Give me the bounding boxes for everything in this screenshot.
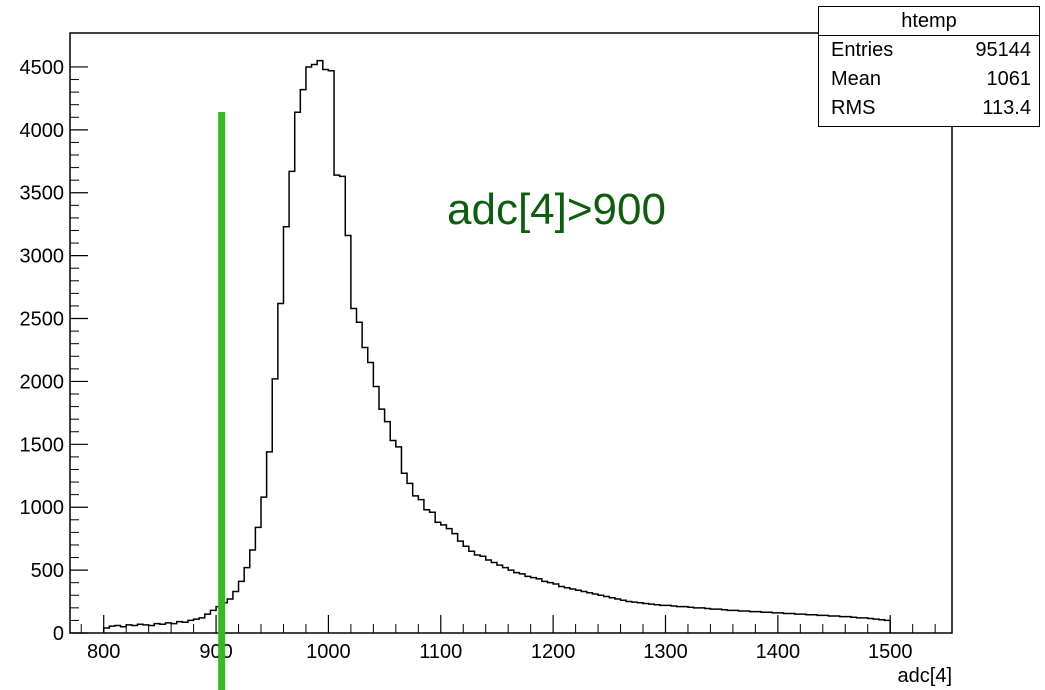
stats-box: htemp Entries 95144 Mean 1061 RMS 113.4 bbox=[818, 6, 1040, 127]
x-axis-title: adc[4] bbox=[898, 665, 952, 687]
histogram-series bbox=[102, 59, 891, 633]
plot-frame bbox=[69, 32, 953, 634]
x-tick-label: 1300 bbox=[643, 641, 688, 663]
y-tick-label: 4500 bbox=[20, 57, 65, 79]
y-tick-label: 1000 bbox=[20, 497, 65, 519]
stats-label: RMS bbox=[831, 97, 876, 119]
x-tick-label: 1500 bbox=[868, 641, 913, 663]
stats-value: 1061 bbox=[986, 68, 1032, 90]
stats-value: 113.4 bbox=[982, 97, 1031, 119]
x-axis: 800 900 1000 1100 1200 1300 1400 1500 bbox=[80, 615, 936, 663]
x-tick-label: 1000 bbox=[306, 641, 351, 663]
stats-value: 95144 bbox=[975, 39, 1031, 61]
stats-row-mean: Mean 1061 bbox=[819, 65, 1039, 94]
y-tick-label: 4000 bbox=[20, 120, 65, 142]
y-tick-label: 1500 bbox=[20, 434, 65, 456]
y-tick-label: 3500 bbox=[20, 183, 65, 205]
y-tick-label: 500 bbox=[31, 560, 64, 582]
x-tick-label: 900 bbox=[199, 641, 232, 663]
y-tick-label: 2000 bbox=[20, 371, 65, 393]
stats-label: Entries bbox=[831, 39, 894, 61]
x-tick-label: 1400 bbox=[756, 641, 801, 663]
stats-label: Mean bbox=[831, 68, 882, 90]
stats-row-rms: RMS 113.4 bbox=[819, 94, 1039, 123]
y-tick-label: 0 bbox=[53, 623, 64, 645]
y-axis: 0 500 1000 1500 2000 2500 3000 3500 4000 4500 bbox=[20, 57, 88, 645]
stats-box-title: htemp bbox=[819, 7, 1039, 36]
stats-row-entries: Entries 95144 bbox=[819, 36, 1039, 65]
x-tick-label: 1200 bbox=[531, 641, 576, 663]
x-tick-label: 800 bbox=[87, 641, 120, 663]
cut-annotation: adc[4]>900 bbox=[447, 185, 666, 234]
x-tick-label: 1100 bbox=[419, 641, 462, 663]
y-tick-label: 3000 bbox=[20, 246, 65, 268]
y-tick-label: 2500 bbox=[20, 309, 65, 331]
